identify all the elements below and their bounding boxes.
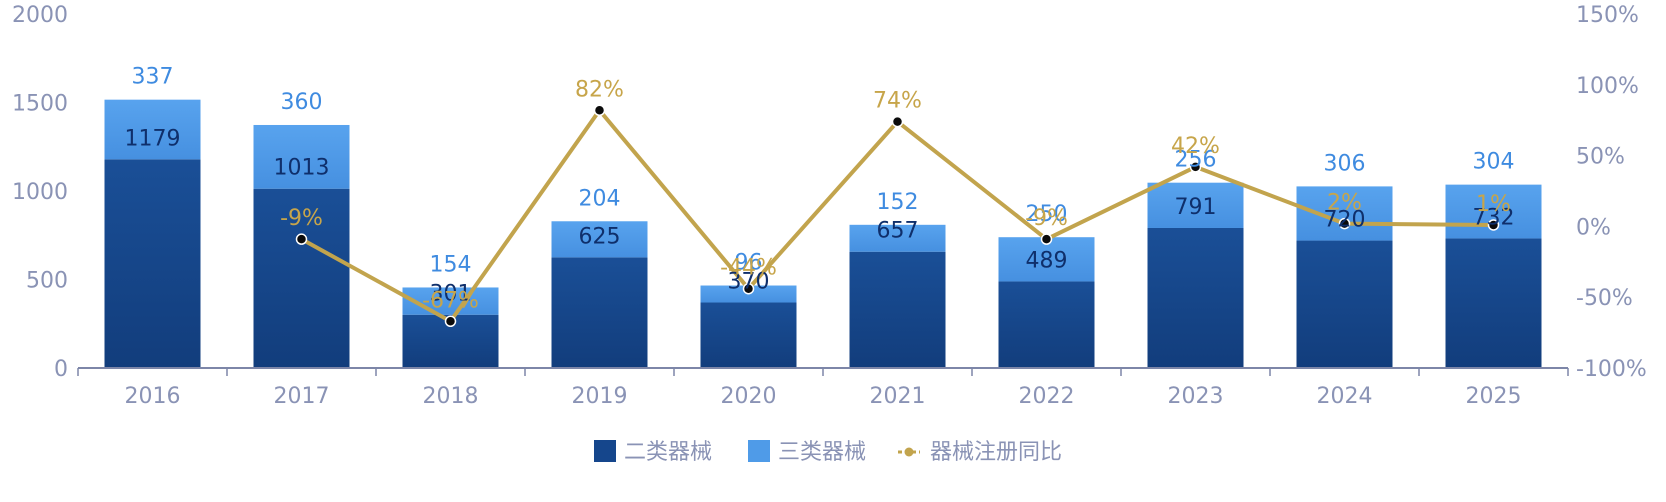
bar-2016-class3: [104, 99, 201, 160]
x-tick-label-2020: 2020: [721, 384, 777, 409]
x-tick-label-2016: 2016: [125, 384, 181, 409]
label-class2-2025: 732: [1473, 205, 1515, 230]
legend-swatch-yoy-dot: [904, 447, 914, 457]
y-left-tick-label: 0: [54, 357, 68, 382]
x-tick-label-2022: 2022: [1019, 384, 1075, 409]
yoy-point-2025: [1487, 219, 1500, 231]
label-yoy-2023: 42%: [1171, 134, 1220, 159]
label-yoy-2018: -67%: [422, 288, 479, 313]
label-class2-2024: 720: [1324, 208, 1366, 233]
x-tick-label-2023: 2023: [1168, 384, 1224, 409]
label-class2-2020: 370: [728, 270, 770, 295]
label-class3-2022: 250: [1026, 202, 1068, 227]
yoy-point-2019: [593, 104, 606, 117]
x-tick-label-2021: 2021: [870, 384, 926, 409]
y-left-tick-label: 1000: [12, 180, 68, 205]
label-class2-2017: 1013: [274, 156, 330, 181]
bar-2022-class2: [998, 281, 1095, 368]
label-yoy-2022: -9%: [1025, 206, 1068, 231]
label-class2-2023: 791: [1175, 195, 1217, 220]
label-class2-2016: 1179: [125, 126, 181, 151]
label-class3-2025: 304: [1473, 150, 1515, 175]
y-right-tick-label: 150%: [1576, 3, 1639, 28]
yoy-point-2017: [295, 233, 308, 245]
y-right-tick-label: -100%: [1576, 357, 1647, 382]
yoy-point-2018: [444, 315, 457, 328]
x-tick-label-2025: 2025: [1466, 384, 1522, 409]
bar-2019-class2: [551, 257, 648, 368]
label-class3-2019: 204: [579, 186, 621, 211]
x-tick-label-2017: 2017: [274, 384, 330, 409]
bar-2018-class3: [402, 287, 499, 315]
label-yoy-2020: -44%: [720, 256, 777, 281]
label-yoy-2019: 82%: [575, 77, 624, 102]
y-left-tick-label: 2000: [12, 3, 68, 28]
bar-2019-class3: [551, 221, 648, 258]
bar-2023-class3: [1147, 182, 1244, 228]
label-class2-2021: 657: [877, 219, 919, 244]
yoy-point-2021: [891, 115, 904, 128]
label-yoy-2021: 74%: [873, 89, 922, 114]
y-right-tick-label: 100%: [1576, 74, 1639, 99]
legend-swatch-class2: [594, 440, 616, 462]
yoy-point-2024: [1338, 217, 1351, 230]
bar-2017-class2: [253, 188, 350, 368]
legend-label-class2: 二类器械: [624, 440, 712, 465]
yoy-point-2023: [1189, 161, 1202, 173]
y-right-tick-label: 50%: [1576, 145, 1625, 170]
label-class3-2020: 96: [735, 251, 763, 276]
x-tick-label-2019: 2019: [572, 384, 628, 409]
bar-2016-class2: [104, 159, 201, 368]
bar-2024-class2: [1296, 240, 1393, 368]
bar-2021-class2: [849, 251, 946, 368]
label-class3-2023: 256: [1175, 148, 1217, 173]
label-class2-2018: 301: [430, 282, 472, 307]
legend-label-yoy: 器械注册同比: [930, 440, 1062, 465]
legend-swatch-class3: [748, 440, 770, 462]
bar-2025-class2: [1445, 238, 1542, 368]
legend-label-class3: 三类器械: [778, 440, 866, 465]
yoy-point-2022: [1040, 233, 1053, 245]
y-right-tick-label: 0%: [1576, 215, 1611, 240]
label-class3-2016: 337: [132, 65, 174, 90]
x-tick-label-2024: 2024: [1317, 384, 1373, 409]
yoy-point-2020: [742, 282, 755, 295]
label-class3-2021: 152: [877, 190, 919, 215]
y-left-tick-label: 500: [26, 269, 68, 294]
label-class2-2022: 489: [1026, 248, 1068, 273]
label-class3-2018: 154: [430, 252, 472, 277]
label-class3-2024: 306: [1324, 151, 1366, 176]
label-yoy-2024: 2%: [1327, 191, 1362, 216]
bar-2020-class2: [700, 302, 797, 368]
bar-2023-class2: [1147, 227, 1244, 368]
y-left-tick-label: 1500: [12, 92, 68, 117]
bar-2021-class3: [849, 224, 946, 252]
y-right-tick-label: -50%: [1576, 286, 1633, 311]
label-yoy-2017: -9%: [280, 206, 323, 231]
label-class2-2019: 625: [579, 224, 621, 249]
x-tick-label-2018: 2018: [423, 384, 479, 409]
bar-2017-class3: [253, 124, 350, 189]
label-yoy-2025: 1%: [1476, 192, 1511, 217]
label-class3-2017: 360: [281, 90, 323, 115]
